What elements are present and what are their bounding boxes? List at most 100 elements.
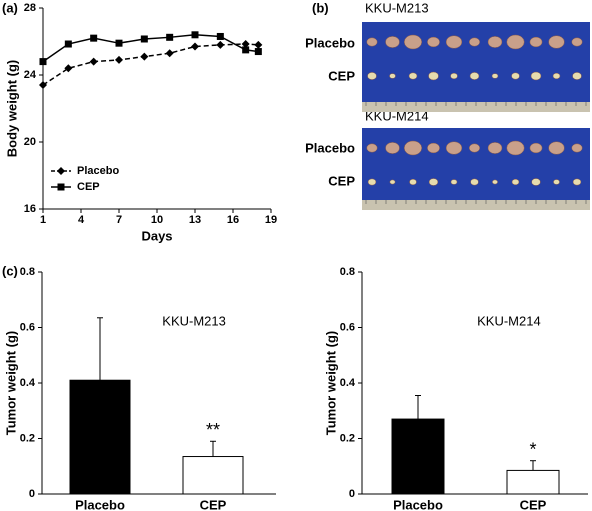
x-tick-label: 19 xyxy=(265,214,277,226)
marker xyxy=(242,46,250,54)
chart-subtitle: KKU-M214 xyxy=(477,313,541,328)
marker xyxy=(166,33,174,41)
y-tick-label: 0.6 xyxy=(20,321,35,333)
bar xyxy=(391,418,445,495)
tumor xyxy=(450,72,458,80)
tumor xyxy=(404,140,422,156)
tumor xyxy=(428,178,439,186)
photo-title: KKU-M213 xyxy=(365,0,429,15)
ruler xyxy=(362,102,590,112)
tumor xyxy=(530,71,542,81)
y-tick-label: 0.4 xyxy=(340,377,356,389)
marker xyxy=(64,40,72,48)
bar xyxy=(506,469,560,495)
legend-marker xyxy=(57,167,65,175)
y-tick-label: 0 xyxy=(349,488,355,500)
panel-label: (b) xyxy=(312,0,329,15)
y-tick-label: 0.8 xyxy=(20,266,35,278)
photo-row-label: Placebo xyxy=(305,140,355,155)
x-tick-label: 13 xyxy=(189,214,201,226)
y-tick-label: 0.2 xyxy=(340,432,355,444)
line xyxy=(42,34,259,63)
tumor xyxy=(571,37,583,47)
tumor xyxy=(389,179,396,185)
line xyxy=(42,43,259,86)
legend-marker xyxy=(57,183,65,191)
tumor xyxy=(427,36,440,48)
marker xyxy=(39,58,47,66)
tumor xyxy=(409,178,417,186)
x-tick-label: CEP xyxy=(200,497,227,511)
x-tick-label: CEP xyxy=(520,497,547,511)
tumor xyxy=(427,142,440,154)
marker xyxy=(140,52,149,61)
tumor xyxy=(408,72,418,80)
tumor xyxy=(470,178,479,186)
tumor xyxy=(511,178,520,186)
tumor xyxy=(367,72,377,80)
photo-background xyxy=(362,128,590,200)
chart-subtitle: KKU-M213 xyxy=(162,313,226,328)
photo-row-label: Placebo xyxy=(305,35,355,50)
x-tick-label: 4 xyxy=(78,214,85,226)
tumor xyxy=(529,36,543,48)
tumor xyxy=(511,72,520,80)
marker xyxy=(90,34,98,42)
tumor xyxy=(385,142,400,154)
x-tick-label: 7 xyxy=(116,214,122,226)
tumor xyxy=(529,142,543,154)
significance: ** xyxy=(206,420,220,440)
tumor xyxy=(492,179,498,185)
tumor xyxy=(548,35,565,49)
x-tick-label: Placebo xyxy=(75,497,125,511)
y-tick-label: 20 xyxy=(24,136,36,148)
bar xyxy=(69,379,131,495)
y-axis-label: Tumor weight (g) xyxy=(323,331,338,435)
tumor xyxy=(491,73,499,79)
tumor xyxy=(553,179,560,185)
bar xyxy=(182,456,244,495)
tumor xyxy=(469,72,480,80)
tumor xyxy=(366,143,378,153)
photo-title: KKU-M214 xyxy=(365,108,429,123)
y-tick-label: 16 xyxy=(24,203,36,215)
ruler xyxy=(362,200,590,210)
tumor xyxy=(366,37,378,47)
tumor xyxy=(548,141,565,155)
y-axis-label: Tumor weight (g) xyxy=(3,331,18,435)
y-tick-label: 24 xyxy=(24,69,37,81)
panel-label: (a) xyxy=(2,0,18,15)
tumor xyxy=(531,178,541,186)
marker xyxy=(165,49,174,58)
marker xyxy=(216,40,225,49)
legend-label: Placebo xyxy=(77,165,119,177)
marker xyxy=(140,35,148,43)
marker xyxy=(216,32,224,40)
y-tick-label: 0.6 xyxy=(340,321,355,333)
tumor xyxy=(572,178,582,186)
significance: * xyxy=(529,439,536,459)
y-tick-label: 0.4 xyxy=(20,377,36,389)
marker xyxy=(254,48,262,56)
marker xyxy=(39,81,47,90)
tumor xyxy=(469,37,480,47)
photo-row-label: CEP xyxy=(328,68,355,83)
x-tick-label: Placebo xyxy=(393,497,443,511)
marker xyxy=(254,40,263,49)
tumor xyxy=(389,73,396,79)
tumor xyxy=(445,35,463,49)
x-tick-label: 10 xyxy=(151,214,163,226)
tumor xyxy=(487,36,503,48)
tumor xyxy=(506,34,525,50)
y-tick-label: 28 xyxy=(24,2,36,14)
marker xyxy=(241,40,250,49)
marker xyxy=(89,57,98,66)
marker xyxy=(191,31,199,39)
x-tick-label: 1 xyxy=(40,214,46,226)
panel-label: (c) xyxy=(2,263,18,278)
tumor xyxy=(552,72,561,80)
photo-row-label: CEP xyxy=(328,173,355,188)
x-tick-label: 16 xyxy=(227,214,239,226)
tumor xyxy=(571,143,583,153)
